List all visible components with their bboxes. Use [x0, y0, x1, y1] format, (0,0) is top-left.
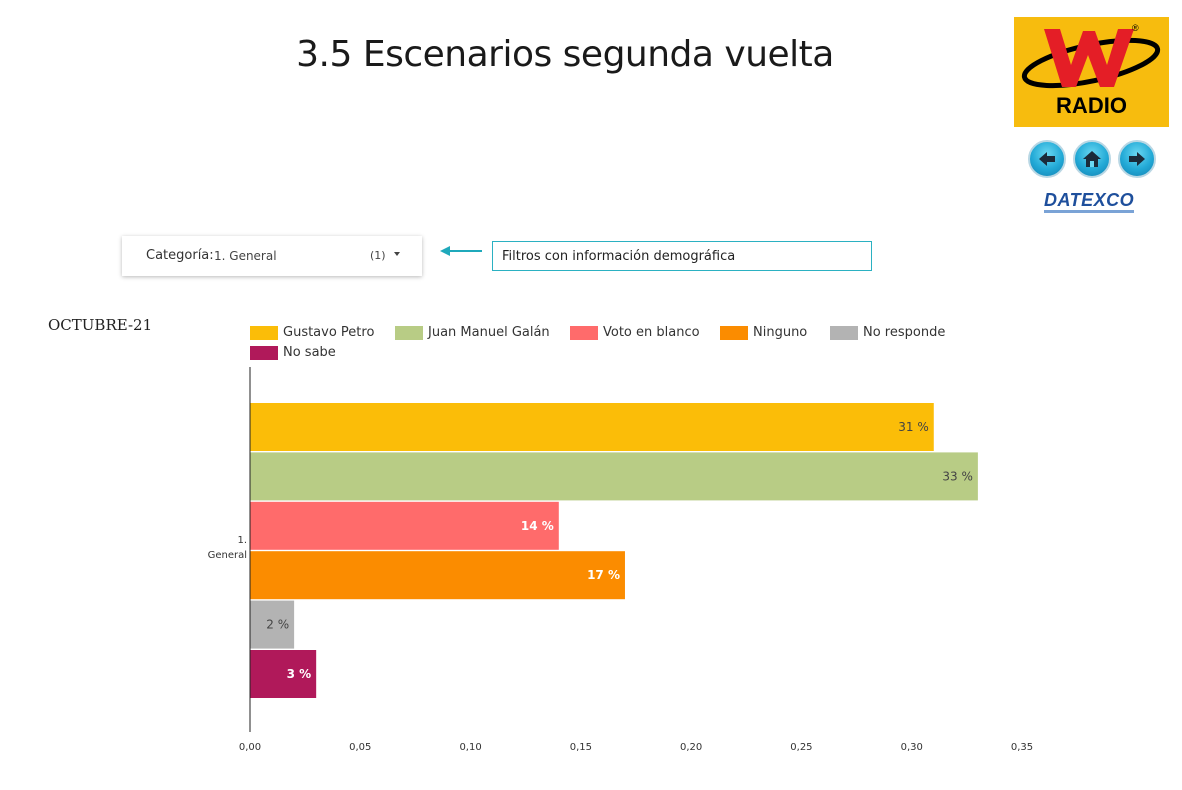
arrow-left-icon	[440, 246, 482, 256]
demographic-filters-note: Filtros con información demográfica	[492, 241, 872, 271]
legend-swatch	[250, 346, 278, 360]
x-tick-label: 0,30	[901, 742, 923, 753]
arrow-left-icon	[1039, 152, 1055, 166]
legend-swatch	[830, 326, 858, 340]
bar-data-label: 14 %	[521, 519, 554, 533]
x-tick-label: 0,35	[1011, 742, 1033, 753]
bar-data-label: 31 %	[898, 420, 929, 434]
legend-text: No responde	[863, 325, 946, 340]
bar-no-sabe[interactable]	[250, 650, 317, 698]
bar-data-label: 33 %	[942, 469, 973, 483]
svg-text:®: ®	[1132, 23, 1139, 33]
x-tick-label: 0,20	[680, 742, 702, 753]
bar-ninguno[interactable]	[250, 551, 625, 600]
home-icon	[1083, 151, 1101, 167]
filter-value: 1. General	[214, 249, 277, 263]
legend-swatch	[720, 326, 748, 340]
x-tick-label: 0,10	[459, 742, 481, 753]
x-tick-label: 0,05	[349, 742, 371, 753]
category-label: 1. General	[208, 535, 247, 561]
bar-data-label: 2 %	[266, 618, 289, 632]
w-logo-icon: ®	[1021, 23, 1161, 89]
datexco-underline	[1044, 210, 1134, 213]
legend-swatch	[570, 326, 598, 340]
filter-count: (1)	[370, 249, 386, 262]
x-tick-label: 0,00	[239, 742, 261, 753]
arrow-right-icon	[1129, 152, 1145, 166]
x-tick-label: 0,15	[570, 742, 592, 753]
filter-label: Categoría:	[146, 248, 214, 263]
legend-text: Voto en blanco	[603, 325, 700, 340]
legend-text: Ninguno	[753, 325, 808, 340]
bar-gustavo-petro[interactable]	[250, 403, 934, 451]
bar-juan-manuel-galán[interactable]	[250, 452, 978, 501]
legend-swatch	[250, 326, 278, 340]
bar-data-label: 17 %	[587, 568, 620, 582]
note-text: Filtros con información demográfica	[502, 249, 736, 264]
x-tick-label: 0,25	[790, 742, 812, 753]
bar-data-label: 3 %	[287, 667, 312, 681]
legend-swatch	[395, 326, 423, 340]
caret-down-icon	[394, 252, 400, 256]
datexco-logo: DATEXCO	[1040, 188, 1150, 218]
w-radio-logo: ® RADIO	[1014, 17, 1169, 127]
bar-voto-en-blanco[interactable]	[250, 501, 559, 550]
logo-radio-text: RADIO	[1056, 93, 1127, 118]
datexco-text: DATEXCO	[1044, 190, 1135, 210]
next-button[interactable]	[1118, 140, 1156, 178]
period-label: OCTUBRE-21	[48, 316, 153, 334]
bar-no-responde[interactable]	[250, 600, 295, 649]
legend-text: No sabe	[283, 345, 336, 360]
page-title: 3.5 Escenarios segunda vuelta	[296, 34, 834, 75]
legend-text: Gustavo Petro	[283, 325, 375, 340]
legend-text: Juan Manuel Galán	[428, 325, 550, 340]
back-button[interactable]	[1028, 140, 1066, 178]
category-filter-dropdown[interactable]: Categoría: 1. General (1)	[122, 236, 422, 276]
home-button[interactable]	[1073, 140, 1111, 178]
